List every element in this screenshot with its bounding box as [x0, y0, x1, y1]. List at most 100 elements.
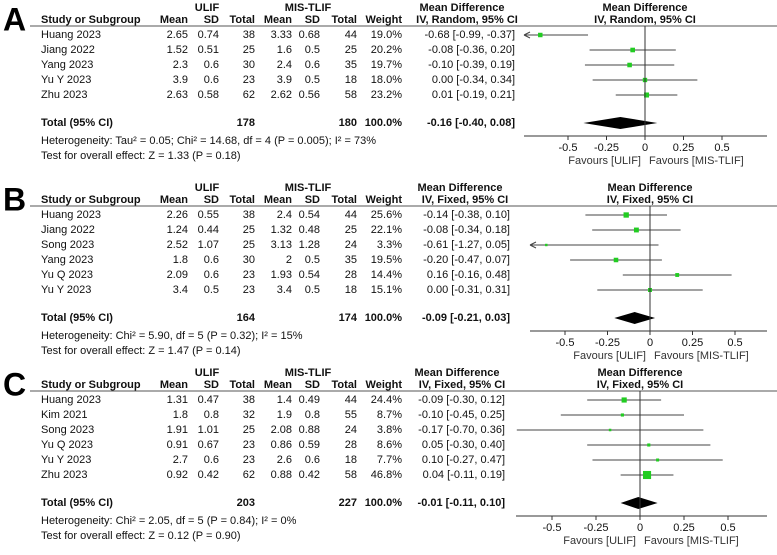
total-md-ci: -0.09 [-0.21, 0.03]	[422, 312, 510, 324]
favours-right-label: Favours [MIS-TLIF]	[644, 535, 739, 547]
group-header-mis-tlif: MIS-TLIF	[285, 367, 332, 379]
column-header-sd: SD	[305, 14, 320, 26]
study-name: Yu Q 2023	[41, 269, 93, 281]
ulif-sd: 0.67	[198, 439, 219, 451]
column-header-mean: Mean	[264, 194, 292, 206]
study-row: Huang 2023 2.26 2.4 0.55 0.54 38 44 25.6% -0.14 …	[41, 209, 667, 221]
group-header-ulif: ULIF	[195, 367, 220, 379]
group-header-mis-tlif: MIS-TLIF	[285, 182, 332, 194]
study-md-ci: -0.68 [-0.99, -0.37]	[425, 29, 516, 41]
x-tick-label: -0.25	[594, 142, 619, 154]
study-name: Huang 2023	[41, 29, 101, 41]
total-row: Total (95% CI) 164 174 100.0% -0.09 [-0.21, …	[41, 312, 656, 324]
mis-tlif-mean: 0.86	[271, 439, 292, 451]
column-header-mean: Mean	[160, 379, 188, 391]
study-weight: 23.2%	[371, 89, 402, 101]
study-name: Jiang 2022	[41, 224, 95, 236]
ci-arrow-left-icon	[529, 241, 537, 249]
ulif-sd: 0.6	[204, 454, 219, 466]
x-tick-label: -0.5	[556, 337, 575, 349]
mis-tlif-total: 25	[345, 44, 357, 56]
mis-tlif-mean: 2.4	[277, 209, 292, 221]
study-md-ci: 0.00 [-0.34, 0.34]	[432, 74, 515, 86]
mis-tlif-total: 24	[345, 424, 357, 436]
ulif-sd: 0.6	[204, 254, 219, 266]
effect-marker	[633, 227, 639, 233]
plot-header-iv-ci: IV, Fixed, 95% CI	[607, 194, 693, 206]
mis-tlif-sd: 0.56	[299, 89, 320, 101]
overall-effect-text: Test for overall effect: Z = 0.12 (P = 0…	[41, 530, 241, 542]
column-header-sd: SD	[204, 14, 219, 26]
ulif-total: 62	[243, 469, 255, 481]
mis-tlif-mean: 2.4	[277, 59, 292, 71]
column-header-sd: SD	[305, 379, 320, 391]
study-row: Yang 2023 2.3 2.4 0.6 0.6 30 35 19.7% -0.10 [-0.…	[41, 59, 675, 71]
mis-tlif-mean: 1.9	[277, 409, 292, 421]
md-plot-header: Mean Difference	[598, 367, 683, 379]
column-header-iv-ci: IV, Fixed, 95% CI	[422, 194, 508, 206]
mis-tlif-mean: 2	[286, 254, 292, 266]
panel-label: A	[3, 1, 26, 37]
study-name: Yu Y 2023	[41, 284, 91, 296]
total-label: Total (95% CI)	[41, 312, 113, 324]
ulif-sd: 0.8	[204, 409, 219, 421]
total-mis-tlif: 227	[339, 497, 357, 509]
mis-tlif-total: 28	[345, 439, 357, 451]
study-weight: 19.5%	[371, 254, 402, 266]
study-md-ci: 0.16 [-0.16, 0.48]	[427, 269, 510, 281]
effect-marker	[623, 212, 629, 218]
effect-marker	[613, 257, 619, 263]
mis-tlif-mean: 3.33	[271, 29, 292, 41]
group-header-mis-tlif: MIS-TLIF	[285, 2, 332, 14]
ulif-sd: 0.58	[198, 89, 219, 101]
x-tick-label: 0.5	[727, 337, 742, 349]
x-tick-label: -0.25	[595, 337, 620, 349]
mis-tlif-sd: 0.68	[299, 29, 320, 41]
ulif-total: 23	[243, 74, 255, 86]
mis-tlif-total: 24	[345, 239, 357, 251]
column-header-study: Study or Subgroup	[41, 14, 141, 26]
study-name: Zhu 2023	[41, 89, 87, 101]
mis-tlif-total: 44	[345, 29, 357, 41]
heterogeneity-text: Heterogeneity: Chi² = 5.90, df = 5 (P = …	[41, 330, 303, 342]
effect-marker	[538, 32, 543, 38]
ulif-sd: 0.6	[204, 59, 219, 71]
total-weight: 100.0%	[365, 497, 403, 509]
forest-panel-a: A ULIF MIS-TLIF Mean Difference Mean Differe…	[3, 1, 777, 167]
ulif-sd: 0.42	[198, 469, 219, 481]
md-plot-header: Mean Difference	[608, 182, 693, 194]
study-weight: 3.8%	[377, 424, 402, 436]
mis-tlif-total: 55	[345, 409, 357, 421]
ulif-mean: 1.91	[167, 424, 188, 436]
mis-tlif-total: 58	[345, 469, 357, 481]
ulif-sd: 0.44	[198, 224, 219, 236]
effect-marker	[621, 397, 627, 403]
study-md-ci: -0.10 [-0.39, 0.19]	[428, 59, 515, 71]
mis-tlif-total: 28	[345, 269, 357, 281]
heterogeneity-text: Heterogeneity: Chi² = 2.05, df = 5 (P = …	[41, 515, 297, 527]
study-name: Song 2023	[41, 424, 94, 436]
total-md-ci: -0.01 [-0.11, 0.10]	[418, 497, 506, 509]
mis-tlif-sd: 0.42	[299, 469, 320, 481]
ulif-total: 38	[243, 209, 255, 221]
ulif-mean: 2.52	[167, 239, 188, 251]
mis-tlif-total: 18	[345, 284, 357, 296]
study-weight: 19.7%	[371, 59, 402, 71]
ulif-sd: 0.51	[198, 44, 219, 56]
study-row: Song 2023 1.91 2.08 1.01 0.88 25 24 3.8% -0.17 […	[41, 424, 704, 436]
column-header-total: Total	[230, 379, 255, 391]
ulif-total: 30	[243, 254, 255, 266]
column-header-mean: Mean	[160, 194, 188, 206]
mis-tlif-mean: 0.88	[271, 469, 292, 481]
ulif-total: 30	[243, 59, 255, 71]
mis-tlif-total: 18	[345, 454, 357, 466]
effect-marker	[647, 443, 651, 447]
total-label: Total (95% CI)	[41, 497, 113, 509]
ulif-total: 25	[243, 44, 255, 56]
mis-tlif-mean: 2.08	[271, 424, 292, 436]
mis-tlif-total: 18	[345, 74, 357, 86]
column-header-iv-ci: IV, Random, 95% CI	[416, 14, 518, 26]
column-header-weight: Weight	[366, 14, 403, 26]
effect-marker	[545, 243, 548, 247]
column-header-sd: SD	[204, 379, 219, 391]
